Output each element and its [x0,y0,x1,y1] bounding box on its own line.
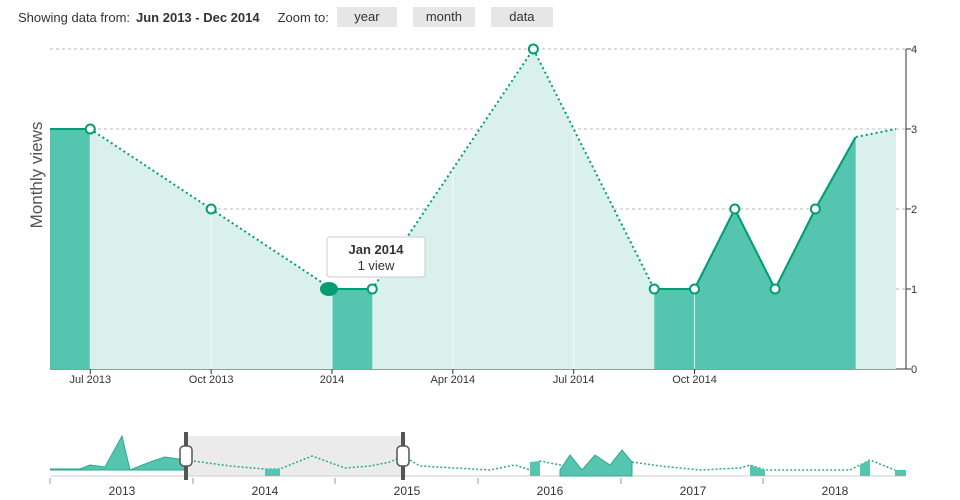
data-point [729,203,741,215]
area-dark [331,289,373,369]
tooltip-value: 1 view [358,258,395,273]
tooltip-box [326,236,426,278]
date-range-value: Jun 2013 - Dec 2014 [136,9,260,25]
data-point [527,43,539,55]
y-tick-label: 3 [911,124,917,136]
navigator-tick-label: 2015 [394,484,421,498]
zoom-to-label: Zoom to: [277,9,329,25]
navigator-series-dark [50,434,187,471]
data-point [689,283,701,295]
zoom-year-button[interactable]: year [336,7,397,27]
x-tick-label: Oct 2014 [672,374,717,386]
x-tick-label: Jul 2014 [553,374,595,386]
navigator-series-dark-3 [530,461,540,476]
zoom-data-button[interactable]: data [490,7,553,27]
zoom-toolbar: Showing data from: Jun 2013 - Dec 2014 Z… [18,6,569,28]
navigator-series-dark-4 [559,449,633,477]
data-point [84,123,96,135]
navigator-series-light-2 [631,459,896,471]
data-point [648,283,660,295]
y-tick-label: 4 [911,44,917,56]
data-point [769,283,781,295]
x-tick-label: Jul 2013 [69,374,111,386]
navigator-axis-ticks: 2013 2014 2015 2016 2017 2018 [49,478,849,498]
navigator[interactable] [50,432,906,480]
data-point [366,283,378,295]
y-axis-label: Monthly views [27,122,46,229]
navigator-tick-label: 2016 [537,484,564,498]
navigator-series-dark-5 [750,465,765,476]
y-tick-label: 1 [911,284,917,296]
x-axis-ticks: Jul 2013 Oct 2013 2014 Apr 2014 Jul 2014 Oct … [69,369,717,386]
y-tick-label: 0 [911,364,917,376]
navigator-series-dark-2 [265,469,280,476]
data-points [84,43,821,296]
area-fills [50,49,896,369]
data-point [809,203,821,215]
tooltip-title: Jan 2014 [349,242,405,257]
vertical-guides [89,49,696,369]
area-dark [654,137,856,369]
zoom-month-button[interactable]: month [412,7,475,27]
series-line-solid [654,136,857,292]
navigator-right-handle[interactable] [396,445,410,467]
x-tick-label: Oct 2013 [189,374,234,386]
navigator-tick-label: 2017 [680,484,707,498]
navigator-tick-label: 2013 [109,484,136,498]
showing-data-label: Showing data from: [18,9,131,25]
navigator-tick-label: 2018 [822,484,849,498]
x-tick-label: 2014 [320,374,344,386]
y-axis-ticks: 0 1 2 3 4 [905,44,917,376]
area-dark [50,129,91,369]
tooltip: Jan 2014 1 view [326,236,426,278]
navigator-series-dark-6 [860,460,870,476]
highlighted-point [319,282,338,296]
navigator-tick-label: 2014 [252,484,279,498]
navigator-left-handle[interactable] [179,445,193,467]
navigator-series-dark-7 [895,470,906,476]
x-tick-label: Apr 2014 [430,374,475,386]
navigator-selection-mask [186,436,403,476]
y-tick-label: 2 [911,204,917,216]
data-point [205,203,217,215]
